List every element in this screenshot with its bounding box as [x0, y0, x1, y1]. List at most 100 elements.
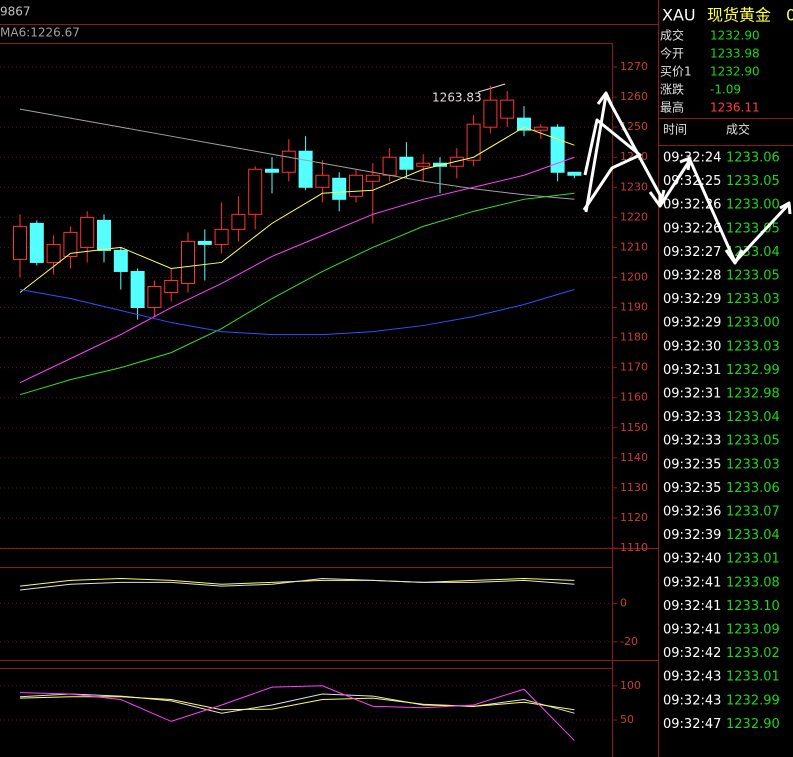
y-tick-label: 50: [620, 713, 634, 726]
trade-time: 09:32:43: [663, 693, 721, 708]
candle-body: [97, 219, 111, 251]
ma-label: MA6:1226.67: [0, 26, 80, 40]
trade-price: 1233.09: [726, 623, 780, 638]
trade-price: 1233.03: [726, 457, 780, 472]
quote-label: 今开: [660, 46, 684, 61]
indicator-line: [19, 126, 575, 293]
candle-body: [130, 270, 145, 309]
y-tick-label: -20: [620, 635, 638, 648]
candle-body: [29, 222, 44, 263]
candle-body: [248, 168, 263, 215]
trade-price: 1233.05: [726, 174, 780, 189]
y-tick-label: 1260: [620, 90, 648, 103]
trade-time: 09:32:26: [663, 221, 721, 236]
trade-price: 1233.03: [726, 339, 780, 354]
trade-time: 09:32:31: [663, 387, 721, 402]
indicator-line: [19, 288, 575, 336]
candle-body: [265, 168, 279, 173]
quote-label: 买价1: [660, 65, 692, 79]
trade-time: 09:32:41: [663, 575, 721, 590]
trade-price: 1233.06: [726, 151, 780, 166]
y-tick-label: 1250: [620, 120, 648, 133]
trade-time: 09:32:28: [663, 269, 721, 284]
trade-time: 09:32:43: [663, 670, 721, 685]
trade-price: 1233.01: [726, 670, 780, 685]
y-tick-label: 0: [620, 596, 627, 609]
trade-time: 09:32:40: [663, 552, 721, 567]
trade-price: 1233.04: [726, 410, 780, 425]
candle-body: [365, 174, 380, 182]
candle-body: [550, 126, 565, 173]
trade-time: 09:32:47: [663, 717, 721, 732]
instrument-name: 现货黄金: [707, 6, 771, 25]
trade-price: 1232.90: [726, 717, 780, 732]
candle-body: [349, 174, 363, 197]
candle-body: [382, 156, 397, 176]
trade-price: 1232.99: [726, 363, 780, 378]
trade-time: 09:32:24: [663, 151, 721, 166]
indicator-line: [19, 192, 575, 396]
candle-body: [281, 150, 296, 173]
trade-price: 1233.05: [726, 269, 780, 284]
y-tick-label: 1130: [620, 481, 648, 494]
indicator-line: [19, 578, 575, 591]
trade-time: 09:32:31: [663, 363, 721, 378]
trade-price: 1233.05: [726, 221, 780, 236]
candle-body: [500, 99, 515, 119]
candle-body: [46, 243, 61, 263]
candle-body: [13, 225, 27, 260]
trade-time: 09:32:35: [663, 457, 721, 472]
quote-value: 1232.90: [710, 29, 760, 43]
trade-price: 1233.04: [726, 528, 780, 543]
trade-price: 1233.10: [726, 599, 780, 614]
candle-body: [332, 177, 347, 200]
quote-label: 最高: [660, 100, 684, 115]
trade-time: 09:32:41: [663, 623, 721, 638]
candle-body: [567, 171, 582, 176]
y-tick-label: 1150: [620, 421, 648, 434]
y-tick-label: 1210: [620, 240, 648, 253]
annotation-pointer: [477, 83, 506, 93]
top-fragment: 9867: [0, 5, 31, 19]
y-tick-label: 1200: [620, 270, 648, 283]
candle-body: [147, 285, 162, 309]
y-tick-label: 1230: [620, 180, 648, 193]
quote-label: 涨跌: [660, 82, 684, 97]
candle-body: [113, 249, 128, 272]
candle-body: [466, 123, 481, 161]
trade-time: 09:32:36: [663, 505, 721, 520]
drawn-arrows: [582, 91, 792, 265]
candle-body: [164, 279, 179, 293]
indicator-line: [19, 685, 575, 741]
trade-price: 1233.05: [726, 434, 780, 449]
candle-body: [399, 156, 414, 170]
trade-time: 09:32:29: [663, 316, 721, 331]
candle-body: [197, 240, 212, 245]
trade-price: 1232.99: [726, 693, 780, 708]
indicator-line: [19, 156, 575, 384]
trade-time: 09:32:42: [663, 646, 721, 661]
trade-time: 09:32:39: [663, 528, 721, 543]
quote-value: 1233.98: [710, 47, 760, 61]
trade-time: 09:32:41: [663, 599, 721, 614]
quote-label: 成交: [660, 28, 684, 43]
quote-value: -1.09: [710, 83, 741, 97]
candle-body: [517, 117, 531, 131]
trade-price: 1233.01: [726, 552, 780, 567]
candle-body: [483, 99, 498, 128]
candle-body: [533, 126, 548, 131]
trade-price: 1232.98: [726, 387, 780, 402]
trade-time: 09:32:27: [663, 245, 721, 260]
candle-body: [231, 213, 246, 230]
y-tick-label: 1140: [620, 451, 648, 464]
quote-value: 1232.90: [710, 65, 760, 79]
trade-price: 1233.03: [726, 292, 780, 307]
trade-price: 1233.00: [726, 316, 780, 331]
y-tick-label: 1180: [620, 331, 648, 344]
y-tick-label: 1170: [620, 361, 648, 374]
trade-price: 1233.07: [726, 505, 780, 520]
trade-time: 09:32:35: [663, 481, 721, 496]
